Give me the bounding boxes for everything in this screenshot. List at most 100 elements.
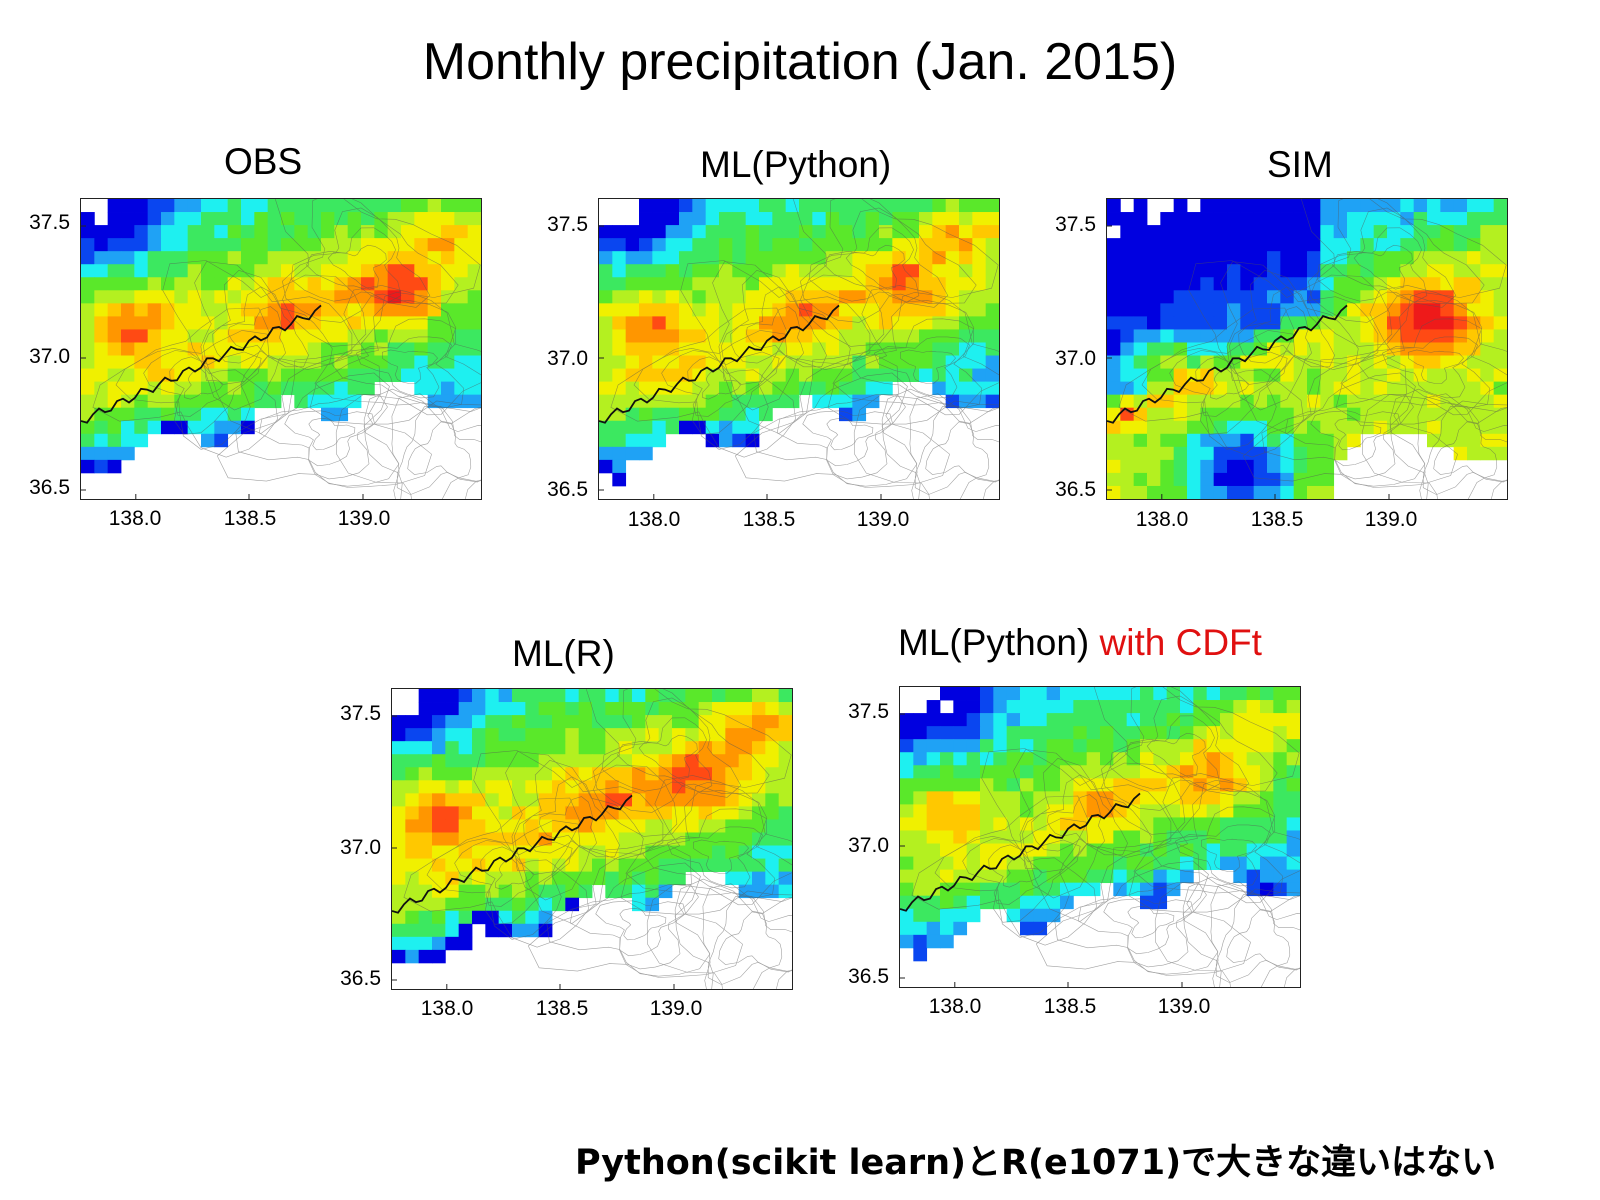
precip-cell [1153, 778, 1168, 792]
precip-cell [1400, 342, 1415, 356]
precip-cell [1120, 290, 1135, 304]
precip-cell [565, 780, 580, 794]
precip-cell [1120, 472, 1135, 487]
precip-cell [1467, 264, 1481, 278]
precip-cell [387, 199, 402, 213]
precip-cell [94, 394, 109, 409]
precip-cell [1046, 817, 1061, 831]
precip-cell [1060, 830, 1074, 844]
precip-cell [1333, 277, 1348, 291]
precip-cell [392, 936, 406, 951]
precip-cell [1240, 342, 1255, 356]
precip-cell [427, 342, 442, 356]
precip-cell [1160, 407, 1175, 422]
precip-cell [966, 817, 981, 831]
precip-cell [1480, 251, 1495, 265]
contour-line [593, 689, 770, 813]
precip-cell [799, 329, 813, 343]
precip-cell [1280, 277, 1295, 291]
precip-cell [485, 754, 500, 768]
precip-cell [405, 741, 420, 755]
precip-cell [1213, 485, 1228, 499]
precip-cell [745, 277, 760, 291]
precip-cell [685, 806, 700, 820]
precip-cell [1200, 329, 1215, 343]
precip-cell [599, 251, 613, 265]
precip-cell [645, 715, 660, 729]
precip-cell [953, 830, 968, 844]
precip-cell [1153, 804, 1168, 818]
precip-cell [599, 238, 613, 252]
precip-cell [1293, 472, 1308, 487]
precip-cell [1140, 726, 1154, 740]
precip-cell [592, 754, 606, 768]
precip-cell [612, 329, 627, 343]
precip-cell [879, 329, 893, 343]
precip-cell [905, 238, 920, 252]
precip-cell [161, 212, 175, 226]
precip-cell [919, 199, 933, 213]
precip-cell [1307, 472, 1321, 487]
precip-cell [578, 754, 593, 768]
panel-title-text: ML(Python) [700, 144, 892, 185]
precip-cell [900, 882, 914, 897]
precip-cell [1153, 791, 1168, 805]
precip-cell [812, 303, 827, 317]
contour-line [391, 393, 481, 499]
precip-cell [900, 765, 914, 779]
precip-cell [599, 290, 613, 304]
precip-cell [1373, 264, 1388, 278]
precip-cell [599, 342, 613, 356]
precip-cell [1006, 726, 1021, 740]
precip-cell [485, 728, 500, 742]
precip-cell [1160, 251, 1175, 265]
precip-cell [294, 251, 309, 265]
precip-cell [1140, 817, 1154, 831]
precip-cell [1453, 212, 1468, 226]
precip-cell [605, 871, 620, 886]
precip-cell [1333, 238, 1348, 252]
precip-cell [565, 702, 580, 716]
precip-cell [679, 420, 693, 435]
precip-cell [1240, 472, 1255, 487]
precip-cell [121, 264, 135, 278]
precip-cell [625, 446, 640, 461]
precip-cell [625, 407, 640, 422]
precip-cell [1086, 700, 1101, 714]
precip-cell [592, 689, 606, 703]
precip-cell [1453, 303, 1468, 317]
precip-cell [1160, 420, 1175, 435]
precip-cell [512, 689, 526, 703]
precip-cell [852, 303, 867, 317]
precip-cell [839, 212, 853, 226]
precip-cell [187, 407, 202, 422]
precip-cell [1100, 726, 1114, 740]
precip-cell [725, 858, 740, 873]
precip-cell [645, 689, 660, 703]
precip-cell [605, 819, 620, 833]
precip-cell [1286, 882, 1300, 897]
ytick-36-5: 36.5 [1055, 478, 1096, 501]
precip-cell [672, 858, 686, 873]
precip-cell [812, 316, 827, 330]
precip-cell [1260, 869, 1274, 884]
precip-cell [945, 264, 960, 278]
precip-cell [1347, 342, 1361, 356]
precip-cell [839, 329, 853, 343]
precip-cell [1160, 316, 1175, 330]
precip-cell [1220, 752, 1234, 766]
precip-cell [913, 830, 928, 844]
precip-cell [605, 689, 620, 703]
precip-cell [1187, 459, 1201, 474]
precip-cell [953, 713, 968, 727]
precip-cell [940, 895, 954, 910]
precip-cell [1166, 791, 1181, 805]
precip-cell [1046, 687, 1061, 701]
precip-cell [672, 754, 686, 768]
precip-cell [81, 251, 95, 265]
precip-cell [1120, 225, 1135, 239]
precip-cell [1113, 882, 1128, 897]
precip-cell [1333, 316, 1348, 330]
precip-cell [134, 329, 149, 343]
precip-cell [1133, 225, 1148, 239]
